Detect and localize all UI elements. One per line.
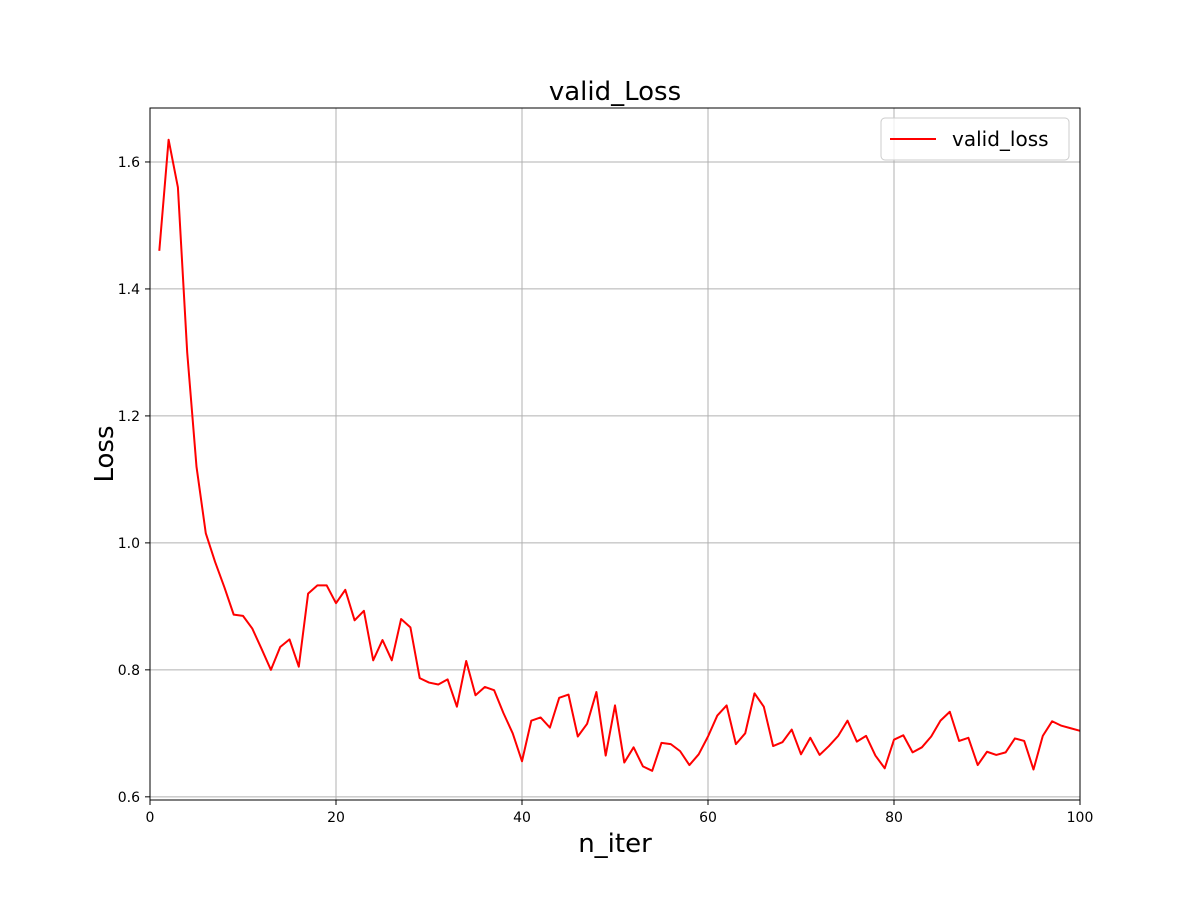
plot-frame (149, 107, 1081, 801)
x-tick-label: 60 (699, 810, 717, 826)
y-tick-label: 1.0 (118, 536, 140, 552)
axis-ticks: 0 20 40 60 80 100 0.6 0.8 1.0 1.2 1.4 1.6 (118, 155, 1094, 826)
x-tick-label: 40 (513, 810, 531, 826)
x-tick-label: 0 (146, 810, 155, 826)
x-tick-label: 20 (327, 810, 345, 826)
legend-box (880, 117, 1070, 161)
grid-lines (149, 108, 1081, 800)
legend: valid_loss (880, 117, 1070, 161)
y-tick-label: 1.2 (118, 409, 140, 425)
x-tick-label: 100 (1067, 810, 1094, 826)
y-axis-label: Loss (90, 425, 120, 482)
y-tick-label: 0.8 (118, 663, 140, 679)
series-layer (158, 138, 1081, 772)
x-tick-label: 80 (885, 810, 903, 826)
y-tick-label: 1.6 (118, 155, 140, 171)
series-line-valid-loss (158, 138, 1081, 772)
y-tick-label: 0.6 (118, 790, 140, 806)
x-axis-label: n_iter (578, 829, 652, 859)
y-tick-label: 1.4 (118, 282, 140, 298)
legend-label-valid-loss: valid_loss (952, 127, 1049, 151)
chart-title: valid_Loss (549, 77, 681, 107)
